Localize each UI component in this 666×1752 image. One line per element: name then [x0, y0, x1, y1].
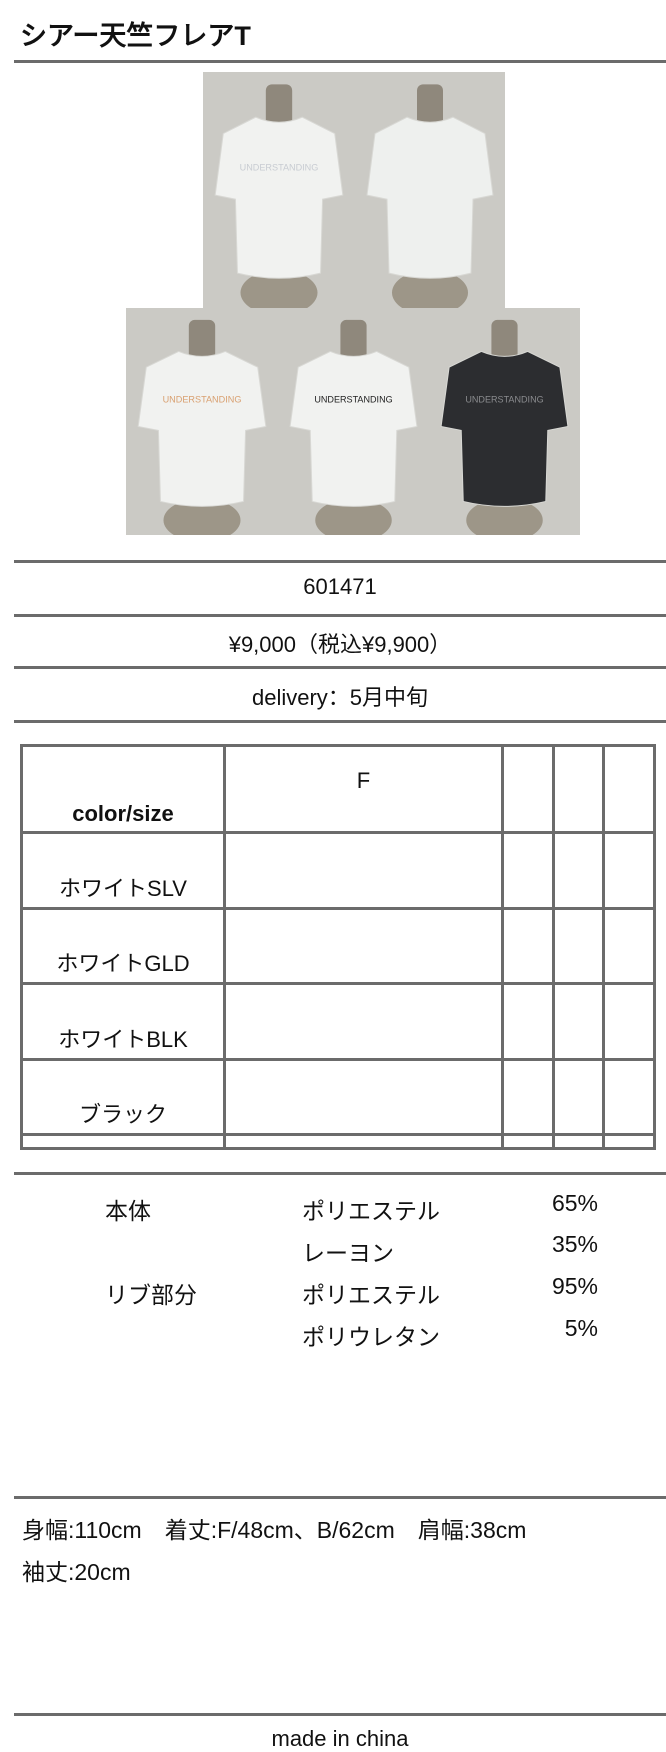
cell [602, 831, 656, 910]
table-row [20, 1133, 656, 1150]
material-percent: 65% [551, 1190, 598, 1216]
divider [14, 1172, 666, 1175]
material-part: リブ部分 [105, 1282, 197, 1308]
color-label: ホワイトGLD [20, 906, 226, 986]
cell [223, 1057, 504, 1137]
photo-white-back [355, 72, 505, 308]
cell [500, 906, 555, 986]
color-label [20, 1133, 226, 1150]
delivery: delivery：5月中旬 [251, 685, 429, 710]
table-row: ホワイトGLD [20, 906, 656, 986]
cell [551, 1057, 606, 1137]
shirt-image [355, 72, 505, 308]
divider [14, 666, 666, 669]
color-label: ホワイトSLV [20, 831, 226, 910]
divider [14, 1496, 666, 1499]
product-number: 601471 [303, 574, 377, 599]
shirt-image: UNDERSTANDING [203, 72, 355, 308]
divider [14, 720, 666, 723]
material-fiber: レーヨン [302, 1240, 394, 1266]
product-title: シアー天竺フレアT [20, 21, 251, 51]
photo-white-black: UNDERSTANDING [278, 308, 429, 535]
size-col [602, 743, 656, 835]
cell [500, 1133, 555, 1150]
measurements-line-1: 身幅:110cm 着丈:F/48cm、B/62cm 肩幅:38cm [22, 1517, 527, 1543]
material-fiber: ポリウレタン [302, 1324, 440, 1350]
table-header-row: color/size F [20, 743, 656, 835]
cell [551, 831, 606, 910]
size-col [551, 743, 606, 835]
table-row: ホワイトSLV [20, 831, 656, 910]
price: ¥9,000（税込¥9,900） [228, 632, 452, 657]
cell [602, 1133, 656, 1150]
size-col: F [223, 743, 504, 835]
origin: made in china [271, 1726, 409, 1751]
material-part: 本体 [105, 1198, 151, 1224]
cell [551, 1133, 606, 1150]
color-label: ホワイトBLK [20, 982, 226, 1061]
cell [223, 1133, 504, 1150]
divider [14, 1713, 666, 1716]
material-percent: 35% [551, 1231, 598, 1257]
table-row: ブラック [20, 1057, 656, 1137]
material-fiber: ポリエステル [302, 1282, 440, 1308]
cell [602, 906, 656, 986]
measurements-line-2: 袖丈:20cm [22, 1559, 131, 1585]
shirt-image: UNDERSTANDING [429, 308, 580, 535]
cell [223, 906, 504, 986]
cell [223, 831, 504, 910]
divider [14, 60, 666, 63]
divider [14, 560, 666, 563]
size-table: color/size F ホワイトSLV ホワイトGLD ホワイトBLK ブラッ… [20, 743, 656, 1150]
shirt-image: UNDERSTANDING [126, 308, 278, 535]
cell [602, 982, 656, 1061]
color-label: ブラック [20, 1057, 226, 1137]
shirt-print: UNDERSTANDING [465, 395, 543, 405]
material-fiber: ポリエステル [302, 1198, 440, 1224]
shirt-print: UNDERSTANDING [163, 395, 242, 405]
photo-black: UNDERSTANDING [429, 308, 580, 535]
shirt-print: UNDERSTANDING [314, 395, 392, 405]
photo-white-front: UNDERSTANDING [203, 72, 355, 308]
size-col [500, 743, 555, 835]
header-color-size: color/size [20, 743, 226, 835]
cell [500, 982, 555, 1061]
divider [14, 614, 666, 617]
material-percent: 95% [551, 1273, 598, 1299]
shirt-image: UNDERSTANDING [278, 308, 429, 535]
cell [223, 982, 504, 1061]
shirt-print: UNDERSTANDING [240, 162, 319, 172]
cell [551, 982, 606, 1061]
cell [500, 831, 555, 910]
cell [551, 906, 606, 986]
material-percent: 5% [564, 1315, 598, 1341]
table-row: ホワイトBLK [20, 982, 656, 1061]
cell [602, 1057, 656, 1137]
photo-white-gold: UNDERSTANDING [126, 308, 278, 535]
cell [500, 1057, 555, 1137]
